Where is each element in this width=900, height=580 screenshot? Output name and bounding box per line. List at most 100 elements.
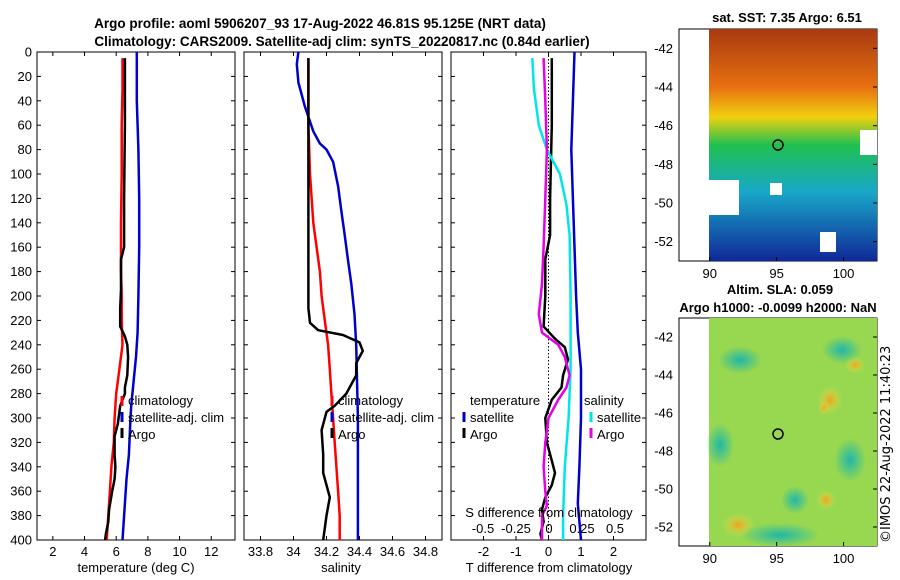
sla-high xyxy=(845,357,865,373)
sla-eddy xyxy=(834,438,866,482)
sst-map-title: sat. SST: 7.35 Argo: 6.51 xyxy=(712,10,862,25)
difference-plot-frame xyxy=(450,51,647,541)
lat-tick-label: -52 xyxy=(654,520,673,535)
lat-tick-label: -42 xyxy=(654,41,673,56)
depth-tick-label: 40 xyxy=(18,93,32,108)
figure-title-line2: Climatology: CARS2009. Satellite-adj cli… xyxy=(94,34,589,49)
legend-temperature-argo: Argo xyxy=(470,427,497,442)
depth-tick-label: 100 xyxy=(10,167,32,182)
x-tick-label: 34.2 xyxy=(314,544,339,559)
sst-map-field xyxy=(709,29,877,261)
temperature-panel: 0 20 40 60 80 100 120 140 160 180 200 220 240 260 280 3… xyxy=(10,45,236,575)
sla-lon-ticks: 90 95 100 xyxy=(703,542,855,566)
series-line-temperature-satellite xyxy=(570,51,583,541)
lon-tick-label: 100 xyxy=(833,551,855,566)
depth-tick-label: 60 xyxy=(18,118,32,133)
depth-tick-label: 280 xyxy=(10,386,32,401)
salinity-x-ticks: 33.8 34 34.2 34.4 34.6 34.8 xyxy=(248,52,438,559)
imos-credit: ©IMOS 22-Aug-2022 11:40:23 xyxy=(879,345,894,543)
x-tick-label: 12 xyxy=(204,544,218,559)
lon-tick-label: 95 xyxy=(769,551,783,566)
salinity-legend-climatology: climatology xyxy=(338,393,404,408)
sla-eddy xyxy=(781,486,809,514)
sst-lat-ticks: -42 -44 -46 -48 -50 -52 xyxy=(654,41,877,249)
lat-tick-label: -50 xyxy=(654,482,673,497)
depth-tick-label: 180 xyxy=(10,264,32,279)
sst-lon-ticks: 90 95 100 xyxy=(703,257,855,281)
s-diff-tick-label: 0.25 xyxy=(569,521,594,536)
sst-argo-marker xyxy=(772,139,784,151)
depth-tick-label: 240 xyxy=(10,337,32,352)
depth-tick-label: 360 xyxy=(10,484,32,499)
x-tick-label: 6 xyxy=(113,544,120,559)
lon-tick-label: 90 xyxy=(703,551,717,566)
salinity-xlabel: salinity xyxy=(321,560,361,575)
lat-tick-label: -48 xyxy=(654,444,673,459)
sla-eddy xyxy=(718,346,762,374)
sla-eddy xyxy=(822,336,862,364)
depth-tick-label: 80 xyxy=(18,142,32,157)
depth-tick-label: 200 xyxy=(10,289,32,304)
depth-tick-label: 380 xyxy=(10,508,32,523)
temperature-xlabel: temperature (deg C) xyxy=(77,560,194,575)
sla-high xyxy=(722,513,754,537)
temperature-depth-ticks: 0 20 40 60 80 100 120 140 160 180 200 220 240 260 280 3… xyxy=(10,45,32,548)
salinity-legend-satellite: satellite-adj. clim xyxy=(338,410,434,425)
figure-title-line1: Argo profile: aoml 5906207_93 17-Aug-202… xyxy=(94,16,546,31)
temperature-legend-climatology: climatology xyxy=(128,393,194,408)
lon-tick-label: 100 xyxy=(833,266,855,281)
sla-eddy xyxy=(706,423,734,467)
depth-tick-label: 340 xyxy=(10,459,32,474)
lat-tick-label: -50 xyxy=(654,196,673,211)
lon-tick-label: 90 xyxy=(703,266,717,281)
x-tick-label: 34.8 xyxy=(413,544,438,559)
lat-tick-label: -46 xyxy=(654,118,673,133)
series-line-argo xyxy=(307,58,365,541)
sla-map-title-line1: Altim. SLA: 0.059 xyxy=(727,282,833,297)
sla-map-title-line2: Argo h1000: -0.0099 h2000: NaN xyxy=(679,300,876,315)
difference-xlabel: T difference from climatology xyxy=(466,560,633,575)
depth-tick-label: 20 xyxy=(18,69,32,84)
difference-top-xlabel: S difference from climatology xyxy=(465,505,633,520)
series-line-satellite-adj-clim xyxy=(121,52,141,541)
series-line-climatology xyxy=(105,58,124,541)
s-diff-tick-label: -0.25 xyxy=(501,521,531,536)
salinity-panel: 33.8 34 34.2 34.4 34.6 34.8 salinity climatol… xyxy=(243,51,443,575)
difference-top-tick-labels: -0.5 -0.25 0 0.25 0.5 xyxy=(472,521,624,536)
sla-high xyxy=(818,401,830,415)
temperature-series xyxy=(103,52,141,541)
temperature-legend-argo: Argo xyxy=(128,427,155,442)
x-tick-label: 34.4 xyxy=(347,544,372,559)
depth-tick-label: 220 xyxy=(10,313,32,328)
salinity-legend-argo: Argo xyxy=(338,427,365,442)
temperature-x-ticks: 2 4 6 8 10 12 xyxy=(49,52,218,559)
depth-tick-label: 0 xyxy=(25,45,32,60)
lat-tick-label: -52 xyxy=(654,234,673,249)
x-tick-label: 34 xyxy=(286,544,300,559)
difference-series xyxy=(531,51,583,541)
depth-tick-label: 260 xyxy=(10,362,32,377)
x-tick-label: 2 xyxy=(610,544,617,559)
s-diff-tick-label: -0.5 xyxy=(472,521,494,536)
x-tick-label: 1 xyxy=(577,544,584,559)
series-line-salinity-satellite xyxy=(531,58,572,540)
x-tick-label: 4 xyxy=(81,544,88,559)
sla-high xyxy=(816,490,836,510)
series-line-salinity-argo xyxy=(537,58,571,540)
lat-tick-label: -44 xyxy=(654,80,673,95)
x-tick-label: 0 xyxy=(545,544,552,559)
sla-argo-marker xyxy=(772,428,784,440)
depth-tick-label: 140 xyxy=(10,215,32,230)
sla-lat-ticks: -42 -44 -46 -48 -50 -52 xyxy=(654,330,877,535)
x-tick-label: 34.6 xyxy=(380,544,405,559)
lat-tick-label: -44 xyxy=(654,368,673,383)
depth-tick-label: 160 xyxy=(10,240,32,255)
s-diff-tick-label: 0 xyxy=(545,521,552,536)
difference-legend-temperature: temperature satellite Argo xyxy=(462,393,540,442)
difference-legend-salinity: salinity satellite Argo xyxy=(584,393,641,442)
series-line-argo xyxy=(103,58,130,541)
series-line-climatology xyxy=(307,58,341,540)
x-tick-label: 8 xyxy=(144,544,151,559)
salinity-series xyxy=(295,51,365,541)
